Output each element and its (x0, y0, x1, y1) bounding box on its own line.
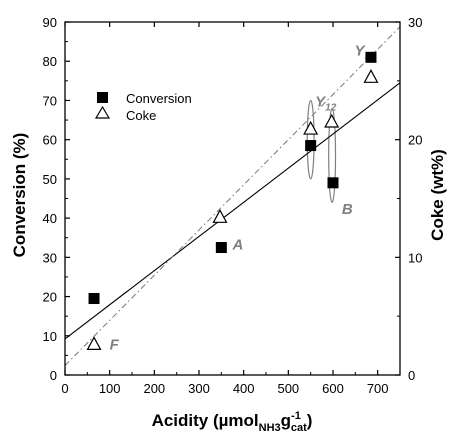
coke-point (303, 120, 319, 135)
fit-lines (64, 26, 401, 366)
x-tick-label: 600 (322, 381, 344, 396)
y-axis-left-title: Conversion (%) (10, 133, 29, 258)
fit-line-conversion (64, 82, 401, 340)
y-left-tick-label: 30 (43, 250, 57, 265)
x-tick-label: 400 (233, 381, 255, 396)
x-tick-label: 300 (188, 381, 210, 396)
x-axis-title: Acidity (µmolNH3g-1 cat) (152, 410, 313, 434)
legend-marker-coke (94, 105, 111, 119)
x-tick-label: 500 (277, 381, 299, 396)
y-left-tick-label: 50 (43, 172, 57, 187)
y-right-tick-label: 0 (408, 368, 415, 383)
fit-line-coke (64, 26, 401, 366)
y-left-tick-label: 90 (43, 15, 57, 30)
conversion-point (365, 51, 377, 63)
annotation-label: Y12 (315, 93, 337, 113)
x-tick-label: 100 (99, 381, 121, 396)
conversion-point (215, 242, 227, 254)
x-tick-label: 0 (61, 381, 68, 396)
annotation-label: F (110, 337, 120, 354)
axes: 0 100 200 300 400 500 600 700010203040506070809… (43, 15, 423, 396)
x-tick-label: 200 (143, 381, 165, 396)
legend-label-conversion: Conversion (126, 91, 192, 106)
y-left-tick-label: 80 (43, 54, 57, 69)
x-tick-label: 700 (367, 381, 389, 396)
y-left-tick-label: 10 (43, 329, 57, 344)
conversion-point (305, 140, 317, 152)
coke-point (86, 336, 102, 351)
annotation-label: B (342, 201, 353, 218)
data-markers (86, 51, 379, 351)
y-left-tick-label: 40 (43, 211, 57, 226)
y-left-tick-label: 60 (43, 133, 57, 148)
y-right-tick-label: 10 (408, 250, 422, 265)
y-right-tick-label: 20 (408, 133, 422, 148)
coke-point (324, 113, 340, 128)
y-axis-right-title: Coke (wt%) (428, 149, 447, 241)
highlight-ellipse (328, 107, 337, 204)
coke-point (363, 69, 379, 83)
conversion-point (327, 177, 339, 189)
highlight-ellipse (306, 99, 315, 180)
y-left-tick-label: 70 (43, 93, 57, 108)
legend-marker-conversion (97, 92, 108, 103)
y-right-tick-label: 30 (408, 15, 422, 30)
coke-point (212, 209, 228, 223)
y-left-tick-label: 20 (43, 290, 57, 305)
annotation-label: A (232, 236, 244, 253)
legend: Conversion Coke (94, 91, 192, 123)
conversion-point (88, 293, 100, 305)
y-left-tick-label: 0 (50, 368, 57, 383)
legend-label-coke: Coke (126, 108, 156, 123)
